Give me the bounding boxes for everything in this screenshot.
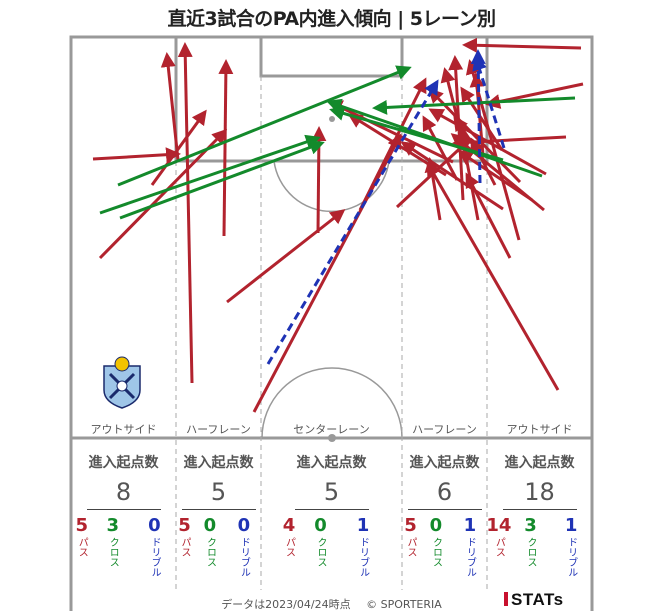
penalty-spot [329,116,335,122]
pass-arrow [150,109,207,186]
stats-logo: STATs [504,590,564,610]
dribble-count: 1 ドリブル [463,515,477,578]
dribble-arrow [266,79,439,365]
lane-label-halfspace-left: ハーフレーン [186,423,251,436]
divider [502,509,577,510]
cross-arrow [99,134,321,215]
cross-arrow [329,106,504,162]
pass-arrow [218,59,234,237]
entry-total: 5 [323,478,340,506]
club-emblem-icon [103,356,141,409]
pass-arrow [177,42,194,384]
cross-count: 0 クロス [314,515,327,568]
pass-arrow [426,161,560,391]
entry-total: 18 [524,478,555,506]
stats-header: 進入起点数 [183,455,254,471]
breakdown: 4 パス 0 クロス 1 ドリブル [261,515,402,578]
pass-arrow [358,77,427,211]
breakdown: 14 パス 3 クロス 1 ドリブル [486,515,592,578]
pass-arrow [160,52,180,161]
lane-label-center: センターレーン [293,423,370,436]
brand-name: STATs [511,590,564,609]
data-date: データは2023/04/24時点 [221,598,351,611]
pass-arrow [327,100,454,164]
stats-header: 進入起点数 [409,455,480,471]
cross-arrow [117,65,412,187]
lane-stats-outside-right: 進入起点数 18 14 パス 3 クロス 1 ドリブル [486,452,592,578]
divider [407,509,482,510]
footer: データは2023/04/24時点 © SPORTERIA [0,596,663,612]
lane-stats-halfspace-left: 進入起点数 5 5 パス 0 クロス 0 ドリブル [176,452,261,577]
arrows-layer [92,37,584,413]
pass-count: 5 パス [178,515,191,558]
dribble-count: 1 ドリブル [564,515,578,578]
lane-dividers [175,76,488,590]
stats-logo-icon [504,592,508,606]
cross-count: 3 クロス [106,515,119,568]
entry-total: 5 [210,478,227,506]
breakdown: 5 パス 3 クロス 0 ドリブル [71,515,176,578]
stats-header: 進入起点数 [88,455,159,471]
breakdown: 5 パス 0 クロス 0 ドリブル [176,515,261,578]
pass-count: 5 パス [404,515,417,558]
entry-total: 8 [115,478,132,506]
cross-count: 3 クロス [524,515,537,568]
cross-count: 0 クロス [203,515,217,568]
dribble-arrow [470,49,486,184]
pass-arrow [252,133,402,413]
dribble-arrow [472,55,506,149]
copyright: © SPORTERIA [366,598,442,611]
breakdown: 5 パス 0 クロス 1 ドリブル [402,515,487,578]
lane-stats-outside-left: 進入起点数 8 5 パス 3 クロス 0 ドリブル [71,452,176,577]
pass-arrow [462,37,582,53]
pass-arrow [470,137,497,186]
cross-count: 0 クロス [429,515,443,568]
entry-total: 6 [436,478,453,506]
lane-stats-center: 進入起点数 5 4 パス 0 クロス 1 ドリブル [261,452,402,577]
stats-header: 進入起点数 [504,455,575,471]
divider [181,509,256,510]
pass-count: 14 パス [486,515,512,558]
pass-count: 4 パス [282,515,296,558]
divider [294,509,369,510]
chart-title: 直近3試合のPA内進入傾向 | 5レーン別 [167,8,496,30]
stats-header: 進入起点数 [296,455,367,471]
lane-stats-halfspace-right: 進入起点数 6 5 パス 0 クロス 1 ドリブル [402,452,487,577]
pass-arrow [460,86,504,151]
pass-arrow [457,150,533,202]
pass-count: 5 パス [75,515,89,558]
pass-arrow [92,147,181,163]
pass-arrow [455,127,480,221]
dribble-count: 0 ドリブル [148,515,161,578]
center-spot [328,434,336,442]
pass-arrow [98,128,228,260]
pass-arrow [422,115,459,181]
pass-arrow [400,141,504,211]
cross-arrow [119,140,325,220]
lane-label-outside-right: アウトサイド [506,423,573,436]
lane-label-halfspace-right: ハーフレーン [412,423,477,436]
dribble-count: 0 ドリブル [237,515,251,578]
dribble-count: 1 ドリブル [356,515,370,578]
cross-arrow [372,96,576,115]
lane-label-outside-left: アウトサイド [90,423,157,436]
divider [86,509,161,510]
pass-arrow [226,209,346,304]
